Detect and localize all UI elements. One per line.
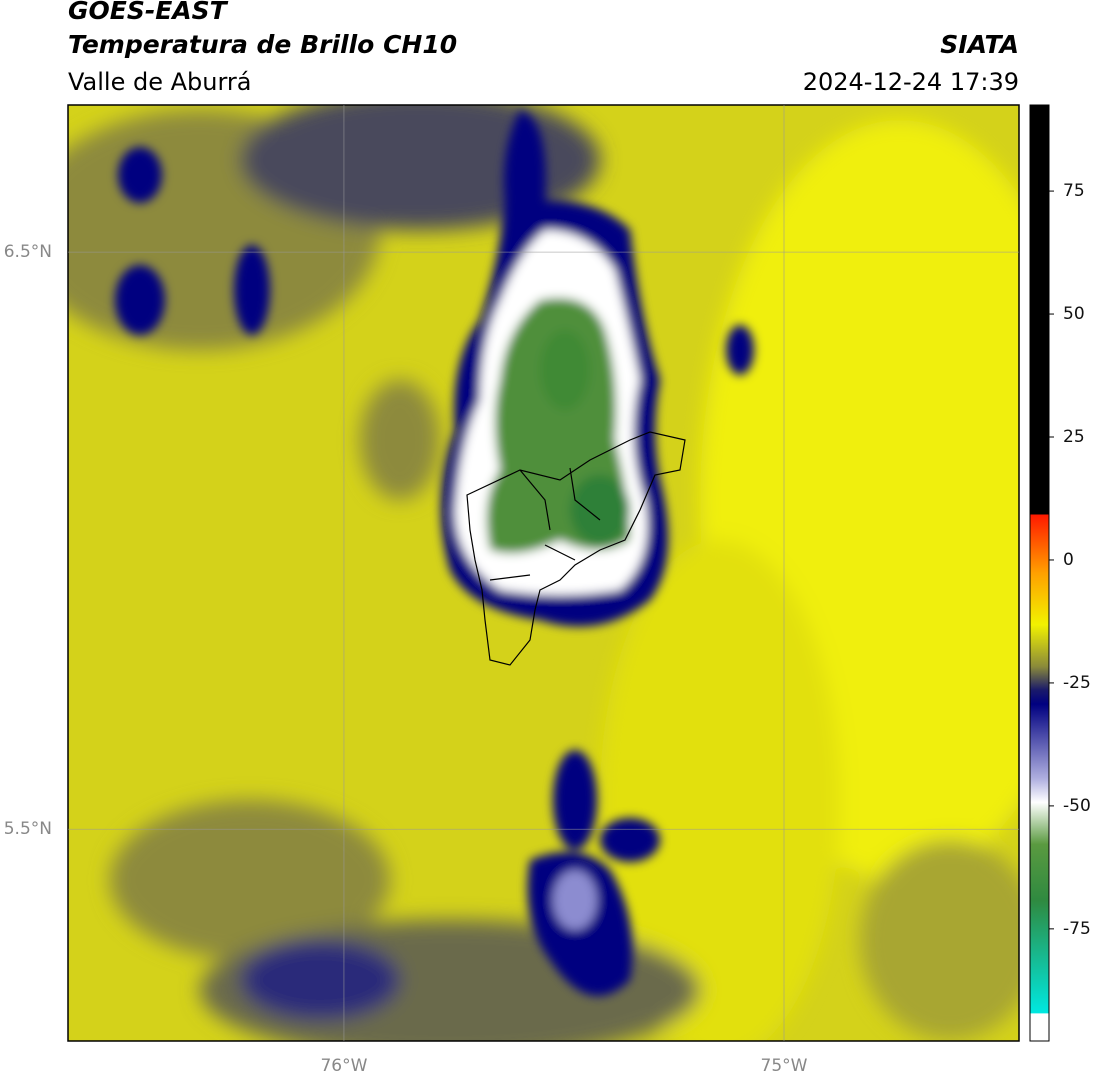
y-tick-label: 6.5°N	[4, 242, 52, 262]
map-field	[68, 105, 1019, 1041]
map-frame	[67, 104, 1020, 1042]
datetime: 2024-12-24 17:39	[803, 68, 1019, 96]
colorbar-tick-label: 75	[1063, 181, 1085, 201]
x-tick-label: 75°W	[761, 1056, 808, 1076]
satellite: GOES-EAST	[68, 0, 229, 25]
colorbar-tick-label: 25	[1063, 427, 1085, 447]
region: Valle de Aburrá	[68, 68, 252, 96]
colorbar-tick-label: -50	[1063, 796, 1091, 816]
y-tick-label: 5.5°N	[4, 819, 52, 839]
colorbar-tick-label: 0	[1063, 550, 1074, 570]
product: Temperatura de Brillo CH10	[68, 30, 457, 59]
x-tick-label: 76°W	[320, 1056, 367, 1076]
agency: SIATA	[940, 30, 1019, 59]
colorbar-tick-label: -75	[1063, 919, 1091, 939]
colorbar	[1029, 104, 1050, 1042]
colorbar-tick-label: 50	[1063, 304, 1085, 324]
colorbar-tick-label: -25	[1063, 673, 1091, 693]
